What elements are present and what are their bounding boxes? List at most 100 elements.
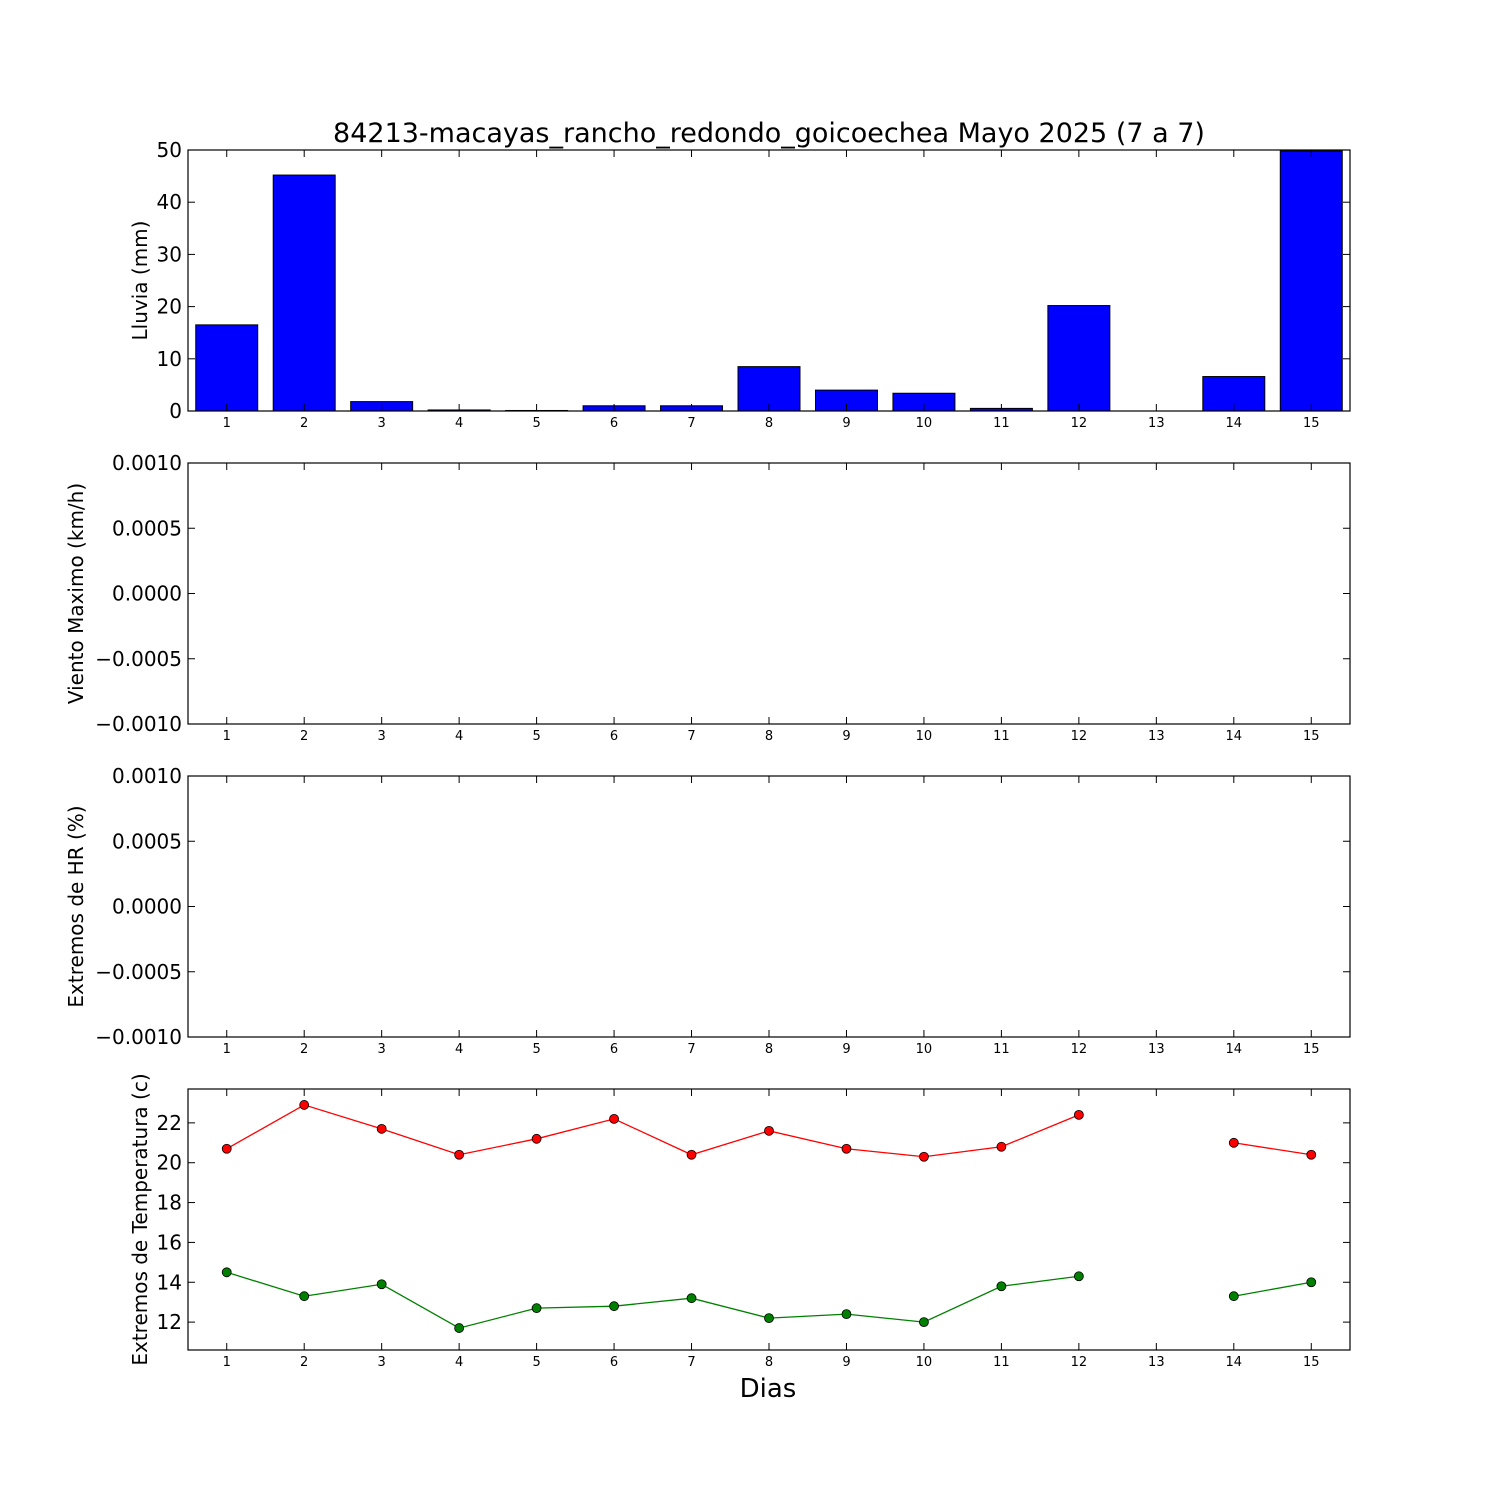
tmax-point-day-11 xyxy=(996,1141,1007,1152)
tmax-point-day-10 xyxy=(919,1151,929,1162)
tmin-point-day-9 xyxy=(841,1309,852,1320)
tmax-point-day-7 xyxy=(686,1149,697,1160)
rain-bar-day-15 xyxy=(1279,150,1343,412)
panel-4-xtick-label: 1 xyxy=(223,1355,231,1370)
panel-2-xtick-label: 6 xyxy=(610,729,618,744)
tmax-point-day-8 xyxy=(764,1125,774,1136)
panel-2-xtick-label: 15 xyxy=(1303,729,1320,744)
panel-2-xtick-label: 4 xyxy=(455,729,463,744)
panel-4-ytick-label: 18 xyxy=(157,1191,182,1215)
panel-2-ytick-label: −0.0005 xyxy=(95,647,182,671)
panel-3-xtick-label: 11 xyxy=(993,1042,1010,1057)
panel-3-ytick-label: 0.0005 xyxy=(112,829,182,853)
panel-2-ytick-label: 0.0010 xyxy=(112,451,182,475)
panel-2-xtick-label: 9 xyxy=(842,729,850,744)
panel-3-xtick-label: 10 xyxy=(916,1042,933,1057)
panel-1-xtick-label: 14 xyxy=(1226,416,1243,431)
panel-1-xtick-label: 9 xyxy=(842,416,850,431)
panel-4-ytick-label: 14 xyxy=(157,1270,182,1294)
panel-4-xtick-label: 7 xyxy=(687,1355,695,1370)
panel-2-xtick-label: 1 xyxy=(223,729,231,744)
panel-1-ytick-label: 20 xyxy=(157,295,182,319)
panel-1-ytick-label: 0 xyxy=(169,399,182,423)
panel-2-xtick-label: 8 xyxy=(765,729,773,744)
tmin-point-day-11 xyxy=(996,1281,1007,1292)
panel-4-xtick-label: 5 xyxy=(532,1355,540,1370)
tmax-point-day-1 xyxy=(221,1143,232,1154)
rain-bar-day-2 xyxy=(272,174,336,412)
panel-1-xtick-label: 13 xyxy=(1148,416,1165,431)
panel-2-xtick-label: 7 xyxy=(687,729,695,744)
tmin-point-day-7 xyxy=(686,1293,697,1304)
panel-1-xtick-label: 12 xyxy=(1071,416,1088,431)
panel-1-xtick-label: 7 xyxy=(687,416,695,431)
panel-1-xtick-label: 4 xyxy=(455,416,463,431)
panel-2-xtick-label: 10 xyxy=(916,729,933,744)
tmax-point-day-14 xyxy=(1228,1137,1239,1148)
tmax-line-segment xyxy=(1233,1142,1312,1156)
rain-bar-day-12 xyxy=(1047,305,1111,412)
rain-bar-day-1 xyxy=(195,324,259,412)
panel-2-xtick-label: 3 xyxy=(378,729,386,744)
tmax-point-day-15 xyxy=(1306,1149,1317,1160)
tmax-point-day-4 xyxy=(454,1149,465,1160)
tmax-point-day-12 xyxy=(1073,1110,1084,1120)
panel-4-xtick-label: 8 xyxy=(765,1355,773,1370)
panel-2-ytick-label: −0.0010 xyxy=(95,712,182,736)
panel-2-xtick-label: 12 xyxy=(1071,729,1088,744)
panel-2-ytick-label: 0.0000 xyxy=(112,582,182,606)
panel-4-xtick-label: 11 xyxy=(993,1355,1010,1370)
tmax-point-day-3 xyxy=(376,1123,387,1134)
panel-1-xtick-label: 5 xyxy=(532,416,540,431)
panel-2-y-axis-label: Viento Maximo (km/h) xyxy=(64,483,88,704)
panel-4-ytick-label: 20 xyxy=(157,1151,182,1175)
panel-3-xtick-label: 8 xyxy=(765,1042,773,1057)
panel-4-xtick-label: 3 xyxy=(378,1355,386,1370)
panel-2-xtick-label: 2 xyxy=(300,729,308,744)
tmin-point-day-6 xyxy=(609,1301,619,1312)
tmax-line-segment xyxy=(226,1104,1080,1158)
tmin-point-day-15 xyxy=(1306,1277,1317,1288)
panel-3-xtick-label: 3 xyxy=(378,1042,386,1057)
tmin-point-day-5 xyxy=(531,1303,542,1314)
panel-1-xtick-label: 8 xyxy=(765,416,773,431)
tmax-point-day-2 xyxy=(299,1100,310,1110)
panel-3-xtick-label: 5 xyxy=(532,1042,540,1057)
tmin-line-segment xyxy=(1233,1281,1312,1297)
panel-4-ytick-label: 12 xyxy=(157,1310,182,1334)
tmax-point-day-5 xyxy=(531,1133,542,1144)
panel-3-xtick-label: 9 xyxy=(842,1042,850,1057)
panel-2-xtick-label: 13 xyxy=(1148,729,1165,744)
panel-4-ytick-label: 16 xyxy=(157,1230,182,1254)
tmin-point-day-12 xyxy=(1073,1271,1084,1282)
panel-1-y-axis-label: Lluvia (mm) xyxy=(128,221,152,341)
panel-3-xtick-label: 14 xyxy=(1226,1042,1243,1057)
panel-1-ytick-label: 40 xyxy=(157,190,182,214)
tmin-line-segment xyxy=(226,1271,1079,1329)
tmin-point-day-10 xyxy=(919,1317,929,1328)
tmin-point-day-1 xyxy=(221,1267,232,1278)
tmin-point-day-4 xyxy=(454,1323,465,1333)
panel-2-ytick-label: 0.0005 xyxy=(112,516,182,540)
panel-3-xtick-label: 13 xyxy=(1148,1042,1165,1057)
panel-1-ytick-label: 50 xyxy=(157,138,182,162)
panel-1-xtick-label: 6 xyxy=(610,416,618,431)
panel-1-ytick-label: 30 xyxy=(157,242,182,266)
panel-3-ytick-label: −0.0010 xyxy=(95,1025,182,1049)
panel-3-xtick-label: 7 xyxy=(687,1042,695,1057)
tmin-point-day-14 xyxy=(1228,1291,1239,1302)
x-axis-label: Dias xyxy=(740,1374,797,1404)
tmax-point-day-6 xyxy=(609,1113,619,1124)
panel-4-xtick-label: 9 xyxy=(842,1355,850,1370)
panel-3-xtick-label: 15 xyxy=(1303,1042,1320,1057)
panel-3-xtick-label: 1 xyxy=(223,1042,231,1057)
panel-3-ytick-label: 0.0010 xyxy=(112,764,182,788)
panel-1-xtick-label: 2 xyxy=(300,416,308,431)
panel-4-ytick-label: 22 xyxy=(157,1111,182,1135)
panel-4-xtick-label: 12 xyxy=(1071,1355,1088,1370)
panel-1-xtick-label: 3 xyxy=(378,416,386,431)
